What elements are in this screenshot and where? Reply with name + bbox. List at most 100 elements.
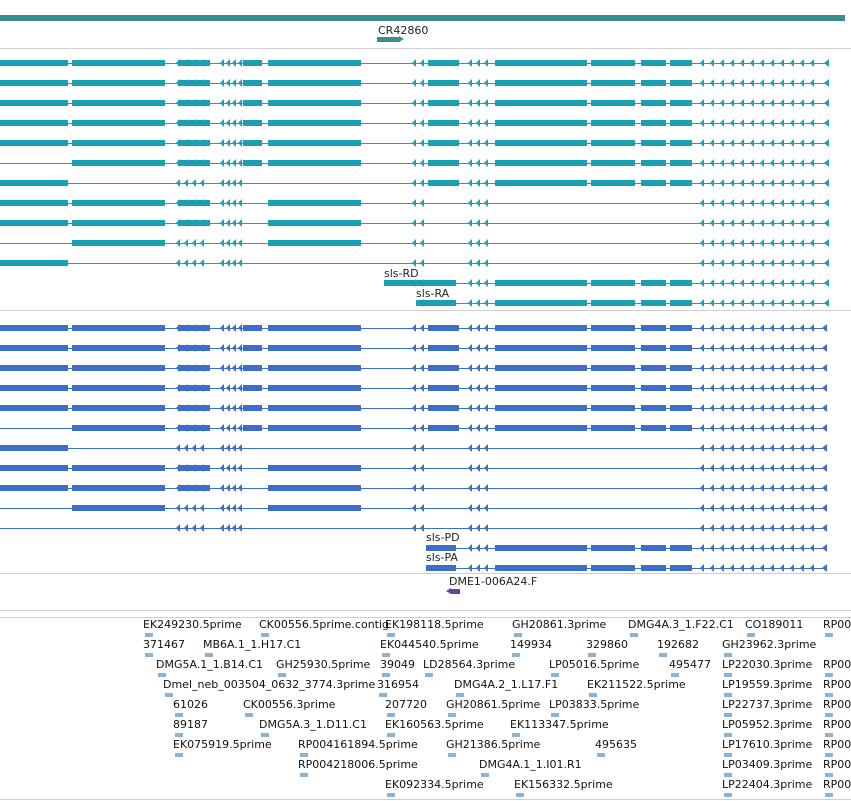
exon-block[interactable] bbox=[268, 505, 361, 511]
est-label[interactable]: DMG5A.3_1.D11.C1 bbox=[259, 718, 367, 731]
exon-block[interactable] bbox=[72, 100, 165, 106]
exon-block[interactable] bbox=[268, 220, 361, 226]
est-label[interactable]: EK211522.5prime bbox=[587, 678, 686, 691]
est-label[interactable]: RP00 bbox=[823, 658, 851, 671]
exon-block[interactable] bbox=[495, 425, 587, 431]
exon-block[interactable] bbox=[641, 160, 666, 166]
exon-block[interactable] bbox=[72, 120, 165, 126]
est-label[interactable]: EK075919.5prime bbox=[173, 738, 272, 751]
est-label[interactable]: LP05016.5prime bbox=[549, 658, 640, 671]
exon-block[interactable] bbox=[495, 140, 587, 146]
est-label[interactable]: 371467 bbox=[143, 638, 185, 651]
exon-block[interactable] bbox=[268, 160, 361, 166]
exon-block[interactable] bbox=[591, 80, 635, 86]
exon-block[interactable] bbox=[268, 405, 361, 411]
clone-feature[interactable] bbox=[451, 589, 460, 594]
exon-block[interactable] bbox=[641, 100, 666, 106]
exon-block[interactable] bbox=[268, 325, 361, 331]
exon-block[interactable] bbox=[591, 180, 635, 186]
est-feature[interactable] bbox=[261, 633, 269, 637]
est-label[interactable]: 207720 bbox=[385, 698, 427, 711]
est-feature[interactable] bbox=[825, 693, 833, 697]
est-feature[interactable] bbox=[597, 753, 605, 757]
exon-block[interactable] bbox=[495, 280, 587, 286]
exon-block[interactable] bbox=[243, 160, 262, 166]
est-feature[interactable] bbox=[724, 793, 732, 797]
est-label[interactable]: GH21386.5prime bbox=[446, 738, 541, 751]
est-label[interactable]: Dmel_neb_003504_0632_3774.3prime bbox=[163, 678, 376, 691]
est-label[interactable]: LP05952.3prime bbox=[722, 718, 813, 731]
exon-block[interactable] bbox=[72, 425, 165, 431]
exon-block[interactable] bbox=[243, 405, 262, 411]
exon-block[interactable] bbox=[0, 325, 68, 331]
est-label[interactable]: LD28564.3prime bbox=[423, 658, 516, 671]
est-label[interactable]: EK249230.5prime bbox=[143, 618, 242, 631]
est-feature[interactable] bbox=[382, 673, 390, 677]
exon-block[interactable] bbox=[428, 385, 459, 391]
exon-block[interactable] bbox=[641, 60, 666, 66]
exon-block[interactable] bbox=[428, 345, 459, 351]
exon-block[interactable] bbox=[426, 565, 456, 571]
exon-block[interactable] bbox=[243, 60, 262, 66]
exon-block[interactable] bbox=[495, 405, 587, 411]
exon-block[interactable] bbox=[72, 365, 165, 371]
exon-block[interactable] bbox=[428, 405, 459, 411]
exon-block[interactable] bbox=[72, 345, 165, 351]
est-label[interactable]: LP22030.3prime bbox=[722, 658, 813, 671]
exon-block[interactable] bbox=[0, 260, 68, 266]
est-feature[interactable] bbox=[448, 713, 456, 717]
est-feature[interactable] bbox=[551, 713, 559, 717]
exon-block[interactable] bbox=[591, 385, 635, 391]
exon-block[interactable] bbox=[591, 60, 635, 66]
exon-block[interactable] bbox=[591, 160, 635, 166]
exon-block[interactable] bbox=[428, 80, 459, 86]
est-label[interactable]: 329860 bbox=[586, 638, 628, 651]
est-feature[interactable] bbox=[175, 713, 183, 717]
est-label[interactable]: LP03833.5prime bbox=[549, 698, 640, 711]
est-feature[interactable] bbox=[300, 773, 308, 777]
est-feature[interactable] bbox=[825, 793, 833, 797]
exon-block[interactable] bbox=[670, 60, 692, 66]
est-label[interactable]: RP004161894.5prime bbox=[298, 738, 418, 751]
est-label[interactable]: RP00 bbox=[823, 738, 851, 751]
est-feature[interactable] bbox=[175, 733, 183, 737]
exon-block[interactable] bbox=[428, 180, 459, 186]
exon-block[interactable] bbox=[495, 180, 587, 186]
est-label[interactable]: DMG4A.1_1.I01.R1 bbox=[479, 758, 582, 771]
est-feature[interactable] bbox=[205, 653, 213, 657]
est-feature[interactable] bbox=[145, 653, 153, 657]
exon-block[interactable] bbox=[72, 240, 165, 246]
exon-block[interactable] bbox=[591, 565, 635, 571]
exon-block[interactable] bbox=[591, 545, 635, 551]
exon-block[interactable] bbox=[670, 100, 692, 106]
exon-block[interactable] bbox=[641, 425, 666, 431]
exon-block[interactable] bbox=[591, 365, 635, 371]
exon-block[interactable] bbox=[0, 385, 68, 391]
est-feature[interactable] bbox=[245, 713, 253, 717]
est-label[interactable]: EK156332.5prime bbox=[514, 778, 613, 791]
exon-block[interactable] bbox=[428, 365, 459, 371]
exon-block[interactable] bbox=[670, 140, 692, 146]
exon-block[interactable] bbox=[428, 325, 459, 331]
exon-block[interactable] bbox=[428, 120, 459, 126]
exon-block[interactable] bbox=[0, 180, 68, 186]
est-label[interactable]: MB6A.1_1.H17.C1 bbox=[203, 638, 302, 651]
est-feature[interactable] bbox=[512, 653, 520, 657]
exon-block[interactable] bbox=[268, 345, 361, 351]
exon-block[interactable] bbox=[670, 345, 692, 351]
est-label[interactable]: 316954 bbox=[377, 678, 419, 691]
exon-block[interactable] bbox=[0, 60, 68, 66]
exon-block[interactable] bbox=[495, 100, 587, 106]
exon-block[interactable] bbox=[243, 120, 262, 126]
est-feature[interactable] bbox=[724, 713, 732, 717]
exon-block[interactable] bbox=[495, 325, 587, 331]
exon-block[interactable] bbox=[495, 160, 587, 166]
est-label[interactable]: RP00 bbox=[823, 758, 851, 771]
exon-block[interactable] bbox=[591, 100, 635, 106]
est-label[interactable]: 61026 bbox=[173, 698, 208, 711]
est-feature[interactable] bbox=[724, 653, 732, 657]
exon-block[interactable] bbox=[428, 425, 459, 431]
exon-block[interactable] bbox=[641, 385, 666, 391]
est-feature[interactable] bbox=[551, 673, 559, 677]
